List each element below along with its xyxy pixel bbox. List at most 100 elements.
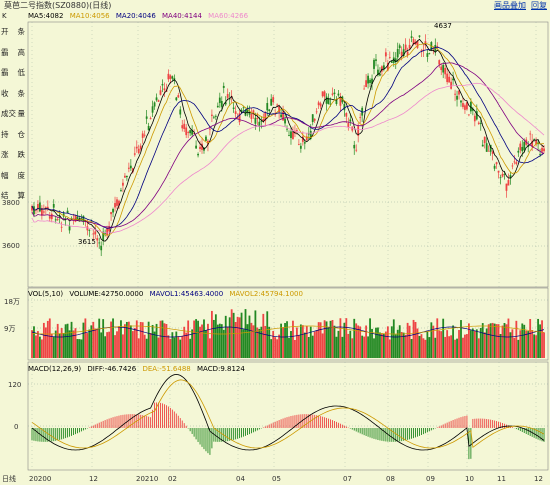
ma-legend: MA5:4082 MA10:4056 MA20:4046 MA40:4144 M… <box>28 12 252 21</box>
candle-body <box>112 208 114 213</box>
volume-bar <box>195 319 197 358</box>
chart-title: 莫芭二号指数(SZ0880)(日线) <box>4 1 112 10</box>
volume-bar <box>303 332 306 358</box>
volume-bar <box>224 315 227 358</box>
candle-body <box>481 144 484 147</box>
volume-bar <box>197 320 199 358</box>
volume-bar <box>250 322 253 358</box>
mavol1-value: MAVOL1:45463.4000 <box>149 290 224 298</box>
candle-body <box>345 113 348 117</box>
side-row-open[interactable]: 开条 <box>1 27 25 36</box>
date-label: 02 <box>168 475 177 483</box>
price-tick-3800: 3800 <box>2 199 20 207</box>
volume-bar <box>375 327 377 358</box>
candle-body <box>373 59 375 69</box>
volume-bar <box>301 325 304 358</box>
volume-bar <box>382 334 385 358</box>
candle-body <box>155 97 158 101</box>
volume-bar <box>477 338 480 358</box>
volume-bar <box>52 336 55 358</box>
volume-bar <box>268 326 271 358</box>
volume-bar <box>167 335 170 358</box>
candle-body <box>390 61 393 63</box>
candle-body <box>452 78 454 81</box>
overlay-link[interactable]: 画品叠加 <box>494 1 526 10</box>
price-tick-3600: 3600 <box>2 242 20 250</box>
volume-bar <box>454 339 456 358</box>
volume-bar <box>469 330 472 358</box>
volume-bar <box>270 339 273 358</box>
volume-bar <box>50 333 53 358</box>
candle-body <box>299 145 302 149</box>
side-row-low[interactable]: 霸低 <box>1 68 25 77</box>
candle-body <box>315 111 318 113</box>
volume-bar <box>426 331 429 358</box>
volume-bar <box>64 324 67 358</box>
candle-body <box>92 233 95 235</box>
volume-bar <box>232 312 235 358</box>
volume-bar <box>377 327 379 358</box>
volume-bar <box>519 330 522 358</box>
candle-body <box>503 173 506 175</box>
side-row-pct[interactable]: 幅度 <box>1 170 25 180</box>
volume-bar <box>398 325 401 358</box>
volume-bar <box>353 318 356 358</box>
candle-body <box>422 49 425 51</box>
candle-body <box>438 60 441 65</box>
candle-body <box>398 45 401 49</box>
candle-body <box>444 67 447 75</box>
volume-bar <box>48 318 51 358</box>
side-row-settle[interactable]: 结算 <box>1 191 25 200</box>
volume-bar <box>163 323 166 358</box>
date-label: 08 <box>386 475 395 483</box>
restore-link[interactable]: 回复 <box>531 1 547 10</box>
candle-body <box>349 119 352 122</box>
side-row-position[interactable]: 持仓 <box>1 129 25 139</box>
volume-bar <box>365 325 367 358</box>
dea-value: DEA:-51.6488 <box>142 365 191 373</box>
volume-bar <box>68 330 71 358</box>
candle-body <box>471 109 474 111</box>
candle-body <box>343 103 346 111</box>
diff-line <box>31 374 545 451</box>
candle-body <box>497 170 500 173</box>
volume-bar <box>406 322 409 358</box>
side-row-high[interactable]: 霸高 <box>1 47 25 57</box>
volume-bar <box>507 318 510 358</box>
candle-body <box>256 117 259 119</box>
candle-body <box>191 130 194 135</box>
candle-body <box>122 182 124 186</box>
candle-body <box>106 228 109 235</box>
side-row-volume[interactable]: 成交量 <box>1 109 25 118</box>
candle-body <box>359 117 362 119</box>
candle-body <box>305 136 308 141</box>
volume-bar <box>181 335 184 358</box>
candle-body <box>161 84 164 86</box>
k-marker: K <box>2 12 7 20</box>
candle-body <box>72 218 75 220</box>
volume-bar <box>408 325 411 358</box>
candle-body <box>367 75 369 84</box>
candlestick-series <box>31 30 545 257</box>
date-label: 07 <box>343 475 352 483</box>
candle-body <box>56 219 59 221</box>
volume-bar <box>112 318 114 358</box>
volume-bar <box>183 326 186 358</box>
candle-body <box>468 114 470 116</box>
side-row-close[interactable]: 收条 <box>1 88 25 98</box>
volume-bar <box>363 336 366 358</box>
volume-bar <box>201 324 203 358</box>
volume-bar <box>446 330 449 358</box>
volume-bar <box>485 328 488 358</box>
date-label: 日线 <box>2 474 16 483</box>
candle-body <box>127 167 130 169</box>
volume-bar <box>305 326 308 358</box>
volume-bar <box>205 329 207 358</box>
candle-body <box>337 93 340 96</box>
volume-bar <box>525 330 528 358</box>
candle-body <box>294 130 296 134</box>
side-row-change[interactable]: 涨跌 <box>1 150 25 159</box>
volume-bar <box>110 321 112 358</box>
volume-bar <box>145 338 148 358</box>
